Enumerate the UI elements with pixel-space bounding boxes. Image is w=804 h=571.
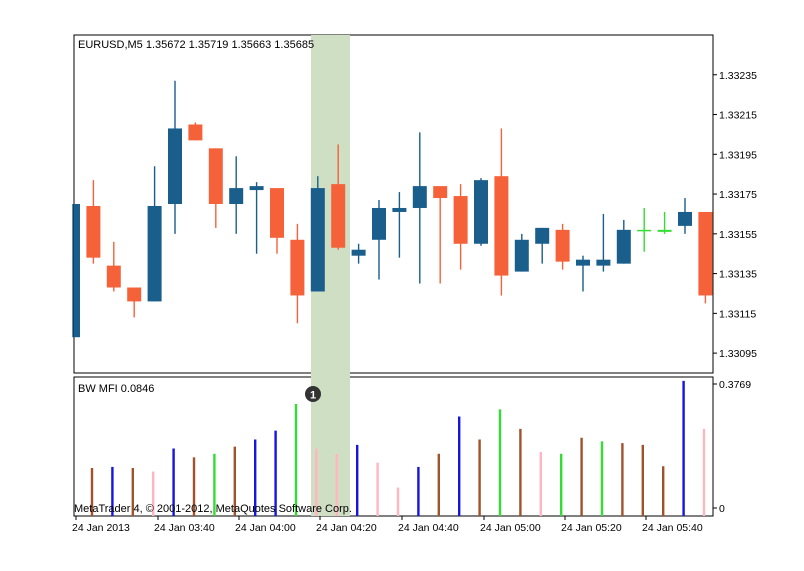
candle-body bbox=[474, 180, 488, 244]
candle bbox=[576, 255, 590, 292]
highlight-marker-label: 1 bbox=[310, 390, 316, 402]
mfi-bars-layer bbox=[90, 380, 706, 516]
price-tick-label: 1.33235 bbox=[719, 70, 757, 82]
time-tick-label: 24 Jan 04:00 bbox=[235, 522, 296, 534]
price-tick-label: 1.33095 bbox=[719, 348, 757, 360]
candle-body bbox=[616, 229, 631, 264]
candle bbox=[474, 178, 488, 246]
candle-body bbox=[433, 186, 448, 199]
candle bbox=[535, 227, 550, 264]
candle-body bbox=[229, 188, 244, 204]
candle-body bbox=[657, 229, 672, 232]
candle bbox=[270, 188, 284, 254]
indicator-panel-frame bbox=[73, 376, 714, 517]
candle-body bbox=[412, 186, 427, 208]
candle bbox=[249, 182, 264, 254]
candle bbox=[290, 223, 305, 324]
candle bbox=[168, 80, 182, 234]
candle-body bbox=[168, 128, 182, 204]
time-tick-label: 24 Jan 2013 bbox=[72, 522, 130, 534]
candle bbox=[331, 144, 346, 250]
candle-body bbox=[637, 229, 652, 232]
time-tick-label: 24 Jan 05:20 bbox=[561, 522, 622, 534]
candle-body bbox=[208, 148, 223, 204]
candle bbox=[494, 128, 509, 296]
candle-body bbox=[576, 259, 590, 266]
candle bbox=[616, 219, 631, 264]
candle-body bbox=[514, 239, 529, 272]
candle bbox=[351, 243, 366, 264]
mfi-tick-label: 0 bbox=[719, 503, 725, 515]
candle bbox=[86, 180, 101, 264]
highlight-marker-circle bbox=[305, 386, 321, 402]
time-axis: 24 Jan 2013 24 Jan 03:40 24 Jan 04:00 24 Ja… bbox=[72, 516, 703, 534]
price-tick-label: 1.33115 bbox=[719, 308, 756, 320]
price-tick-label: 1.33175 bbox=[719, 189, 757, 201]
candle-body bbox=[678, 211, 692, 226]
price-tick-label: 1.33155 bbox=[719, 229, 757, 241]
candle bbox=[514, 233, 529, 272]
candle-body bbox=[106, 265, 121, 288]
candle-body bbox=[86, 205, 101, 258]
footer-copyright: MetaTrader 4, © 2001-2012, MetaQuotes So… bbox=[74, 503, 352, 515]
price-axis: 1.33235 1.33215 1.33195 1.33175 1.33155 1.331… bbox=[713, 70, 757, 360]
candle-body bbox=[372, 207, 386, 240]
candle bbox=[453, 184, 468, 270]
candle bbox=[433, 186, 448, 284]
candle-body bbox=[453, 196, 468, 244]
candle bbox=[208, 148, 223, 228]
candle-body bbox=[188, 124, 203, 141]
candle-body bbox=[555, 229, 570, 262]
candle-body bbox=[698, 211, 713, 296]
candle-body bbox=[535, 227, 550, 244]
time-tick-label: 24 Jan 05:40 bbox=[642, 522, 703, 534]
candle bbox=[678, 198, 692, 234]
candle-body bbox=[392, 207, 407, 212]
mfi-tick-label: 0.3769 bbox=[719, 379, 751, 391]
candle bbox=[147, 166, 162, 302]
price-header: EURUSD,M5 1.35672 1.35719 1.35663 1.3568… bbox=[78, 39, 314, 51]
candle bbox=[188, 122, 203, 141]
candle bbox=[310, 176, 325, 292]
candle bbox=[127, 287, 142, 318]
candles-layer bbox=[72, 80, 713, 338]
time-tick-label: 24 Jan 03:40 bbox=[154, 522, 215, 534]
price-tick-label: 1.33215 bbox=[719, 110, 757, 122]
candle bbox=[229, 156, 244, 234]
candle-body bbox=[270, 188, 284, 238]
candle-body bbox=[596, 259, 611, 266]
candle-body bbox=[147, 205, 162, 302]
candle-body bbox=[310, 188, 325, 292]
candle bbox=[596, 213, 611, 272]
price-tick-label: 1.33195 bbox=[719, 149, 757, 161]
mfi-axis: 0.3769 0 bbox=[713, 379, 751, 515]
candle bbox=[657, 211, 672, 234]
candle-body bbox=[249, 186, 264, 191]
candle bbox=[72, 204, 80, 338]
candle bbox=[698, 211, 713, 304]
candle-body bbox=[127, 287, 142, 302]
candle-body bbox=[74, 204, 80, 338]
candle bbox=[637, 207, 652, 252]
candle bbox=[372, 200, 386, 280]
candle-body bbox=[290, 239, 305, 296]
time-tick-label: 24 Jan 05:00 bbox=[480, 522, 541, 534]
time-tick-label: 24 Jan 04:20 bbox=[316, 522, 377, 534]
price-tick-label: 1.33135 bbox=[719, 269, 757, 281]
candle bbox=[412, 132, 427, 284]
candle-body bbox=[331, 184, 346, 248]
candle bbox=[106, 241, 121, 292]
time-tick-label: 24 Jan 04:40 bbox=[398, 522, 459, 534]
candle bbox=[555, 223, 570, 270]
candle-body bbox=[351, 249, 366, 256]
indicator-title: BW MFI 0.0846 bbox=[78, 383, 154, 395]
candle-body bbox=[494, 176, 509, 276]
candle bbox=[392, 192, 407, 258]
